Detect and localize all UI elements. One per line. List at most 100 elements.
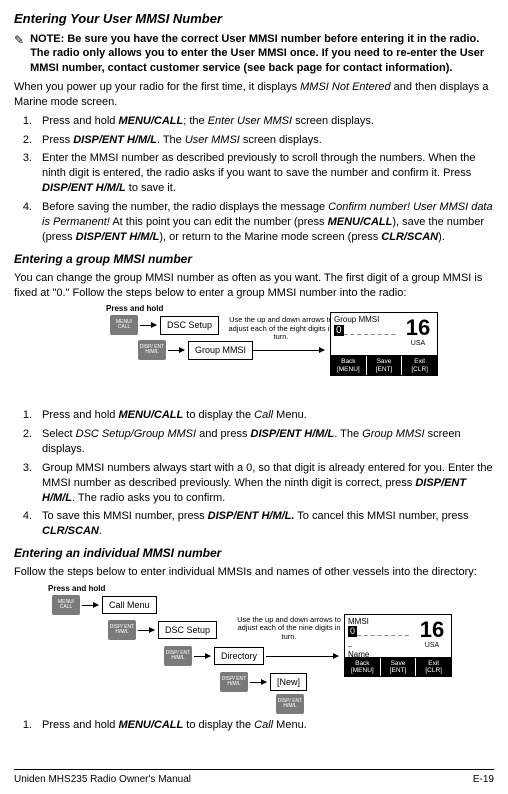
lcd-region: USA (413, 641, 451, 650)
text-bi: MENU/CALL (118, 409, 183, 421)
new-item: [New] (270, 673, 307, 691)
dsc-setup-item: DSC Setup (160, 316, 219, 334)
step-number: 2. (14, 427, 32, 457)
softkey-back: Back[MENU] (345, 658, 380, 676)
sk-label: Exit (428, 660, 439, 667)
directory-item: Directory (214, 647, 264, 665)
sk-sub: [CLR] (425, 667, 442, 674)
key-label: DISP/ ENT H/M/L (221, 677, 247, 687)
step: 3. Group MMSI numbers always start with … (14, 461, 494, 506)
disp-ent-key-icon: DISP/ ENT H/M/L (138, 340, 166, 360)
arrow-icon (266, 656, 338, 657)
step-number: 3. (14, 151, 32, 196)
text-bi: MENU/CALL (118, 115, 183, 127)
step-text: Press and hold MENU/CALL to display the … (42, 718, 494, 733)
text: Press (42, 134, 73, 146)
lcd-title: MMSI (348, 617, 410, 626)
text-italic: Call (254, 409, 273, 421)
arrow-icon (252, 350, 324, 351)
text-bi: DISP/ENT H/M/L (73, 134, 157, 146)
text: to display the (183, 719, 254, 731)
sk-sub: [ENT] (390, 667, 407, 674)
step-text: Enter the MMSI number as described previ… (42, 151, 494, 196)
lcd-right: 16 USA (413, 615, 451, 657)
text-bi: DISP/ENT H/M/L (76, 231, 160, 243)
footer-page-number: E-19 (473, 773, 494, 787)
text-bi: DISP/ENT H/M/L (42, 182, 126, 194)
text: Press and hold (42, 115, 118, 127)
press-hold-label: Press and hold (48, 584, 105, 595)
step-text: Before saving the number, the radio disp… (42, 200, 494, 245)
step: 4. To save this MMSI number, press DISP/… (14, 509, 494, 539)
step-number: 1. (14, 114, 32, 129)
group-flow-diagram: Press and hold MENU/ CALL DSC Setup DISP… (14, 304, 494, 404)
arrow-icon (250, 682, 266, 683)
softkey-exit: Exit[CLR] (401, 356, 437, 374)
call-menu-item: Call Menu (102, 596, 157, 614)
lcd-dashes: _ _ _ _ _ _ _ _ _ (348, 629, 409, 647)
arrow-icon (138, 630, 154, 631)
key-label: DISP/ ENT H/M/L (139, 345, 165, 355)
indiv-mmsi-steps: 1. Press and hold MENU/CALL to display t… (14, 718, 494, 733)
text: and press (196, 428, 250, 440)
heading-entering-group-mmsi: Entering a group MMSI number (14, 251, 494, 267)
arrow-icon (82, 605, 98, 606)
heading-entering-user-mmsi: Entering Your User MMSI Number (14, 10, 494, 28)
softkey-back: Back[MENU] (331, 356, 366, 374)
disp-ent-key-icon: DISP/ ENT H/M/L (164, 646, 192, 666)
sk-sub: [ENT] (376, 366, 393, 373)
heading-entering-individual-mmsi: Entering an individual MMSI number (14, 545, 494, 561)
press-hold-label: Press and hold (106, 304, 163, 315)
text-italic: User MMSI (185, 134, 240, 146)
sk-sub: [MENU] (351, 667, 374, 674)
step: 1. Press and hold MENU/CALL to display t… (14, 408, 494, 423)
step-number: 1. (14, 408, 32, 423)
text: Before saving the number, the radio disp… (42, 201, 328, 213)
lcd-top: Group MMSI 0_ _ _ _ _ _ _ _ 16 USA (331, 313, 437, 355)
softkey-save: Save[ENT] (380, 658, 416, 676)
key-label: DISP/ ENT H/M/L (165, 651, 191, 661)
text-italic: DSC Setup/Group MMSI (76, 428, 196, 440)
footer-title: Uniden MHS235 Radio Owner's Manual (14, 773, 191, 787)
step-text: Press and hold MENU/CALL to display the … (42, 408, 494, 423)
text: . (99, 525, 102, 537)
lcd-channel: 16 (413, 619, 451, 641)
text: . The (334, 428, 362, 440)
text-bi: DISP/ENT H/M/L (251, 428, 335, 440)
text: screen displays. (240, 134, 322, 146)
group-mmsi-steps: 1. Press and hold MENU/CALL to display t… (14, 408, 494, 539)
text: ), or return to the Marine mode screen (… (159, 231, 381, 243)
step-text: To save this MMSI number, press DISP/ENT… (42, 509, 494, 539)
sk-label: Back (355, 660, 369, 667)
softkey-save: Save[ENT] (366, 356, 402, 374)
sk-sub: [MENU] (337, 366, 360, 373)
lcd-region: USA (399, 339, 437, 348)
text: ; the (183, 115, 207, 127)
text: Press and hold (42, 409, 118, 421)
text: Select (42, 428, 76, 440)
step-number: 3. (14, 461, 32, 506)
note-text: NOTE: Be sure you have the correct User … (30, 32, 494, 77)
lcd-softkeys: Back[MENU] Save[ENT] Exit[CLR] (345, 657, 451, 676)
arrow-hint-label: Use the up and down arrows to adjust eac… (226, 316, 336, 341)
sk-label: Exit (414, 358, 425, 365)
text: . The radio asks you to confirm. (72, 492, 225, 504)
text-bi: DISP/ENT H/M/L. (208, 510, 295, 522)
text: . The (157, 134, 185, 146)
dsc-setup-item: DSC Setup (158, 621, 217, 639)
key-label: DISP/ ENT H/M/L (109, 625, 135, 635)
text-bi: MENU/CALL (118, 719, 183, 731)
lcd-title: Group MMSI (334, 315, 396, 324)
step: 3. Enter the MMSI number as described pr… (14, 151, 494, 196)
step-text: Select DSC Setup/Group MMSI and press DI… (42, 427, 494, 457)
page-footer: Uniden MHS235 Radio Owner's Manual E-19 (14, 769, 494, 787)
pencil-icon: ✎ (14, 32, 24, 77)
text: Press and hold (42, 719, 118, 731)
note-block: ✎ NOTE: Be sure you have the correct Use… (14, 32, 494, 77)
arrow-hint-label: Use the up and down arrows to adjust eac… (234, 616, 344, 641)
menu-call-key-icon: MENU/ CALL (52, 595, 80, 615)
step: 2. Press DISP/ENT H/M/L. The User MMSI s… (14, 133, 494, 148)
text: to save it. (126, 182, 176, 194)
lcd-screen: Group MMSI 0_ _ _ _ _ _ _ _ 16 USA Back[… (330, 312, 438, 375)
disp-ent-key-icon: DISP/ ENT H/M/L (108, 620, 136, 640)
